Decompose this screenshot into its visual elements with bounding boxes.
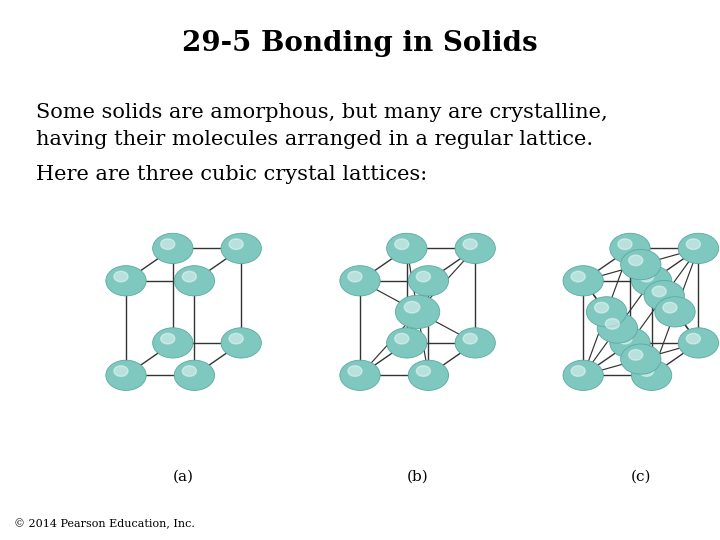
Circle shape [463, 239, 477, 249]
Circle shape [229, 239, 243, 249]
Circle shape [639, 366, 654, 376]
Circle shape [455, 328, 495, 358]
Circle shape [408, 266, 449, 296]
Circle shape [340, 360, 380, 390]
Circle shape [395, 295, 440, 328]
Circle shape [114, 366, 128, 376]
Circle shape [621, 249, 661, 280]
Circle shape [678, 328, 719, 358]
Text: (a): (a) [173, 469, 194, 483]
Circle shape [229, 333, 243, 344]
Circle shape [686, 333, 701, 344]
Circle shape [663, 302, 677, 313]
Circle shape [606, 319, 619, 329]
Text: having their molecules arranged in a regular lattice.: having their molecules arranged in a reg… [36, 130, 593, 148]
Circle shape [571, 271, 585, 282]
Circle shape [387, 328, 427, 358]
Text: (b): (b) [407, 469, 428, 483]
Circle shape [416, 366, 431, 376]
Circle shape [639, 271, 654, 282]
Circle shape [161, 239, 175, 249]
Circle shape [416, 271, 431, 282]
Circle shape [348, 271, 362, 282]
Circle shape [153, 328, 193, 358]
Circle shape [655, 297, 696, 327]
Circle shape [340, 266, 380, 296]
Circle shape [595, 302, 608, 313]
Circle shape [408, 360, 449, 390]
Text: (c): (c) [631, 469, 651, 483]
Circle shape [455, 233, 495, 264]
Circle shape [621, 344, 661, 374]
Circle shape [395, 239, 409, 249]
Circle shape [348, 366, 362, 376]
Circle shape [598, 313, 638, 343]
Circle shape [686, 239, 701, 249]
Circle shape [618, 333, 632, 344]
Circle shape [652, 286, 666, 296]
Circle shape [405, 301, 420, 313]
Circle shape [182, 366, 197, 376]
Circle shape [629, 349, 643, 360]
Circle shape [563, 360, 603, 390]
Text: Here are three cubic crystal lattices:: Here are three cubic crystal lattices: [36, 165, 427, 184]
Text: © 2014 Pearson Education, Inc.: © 2014 Pearson Education, Inc. [14, 518, 195, 529]
Circle shape [174, 266, 215, 296]
Circle shape [571, 366, 585, 376]
Circle shape [395, 333, 409, 344]
Circle shape [644, 281, 685, 311]
Circle shape [563, 266, 603, 296]
Circle shape [678, 233, 719, 264]
Circle shape [106, 266, 146, 296]
Circle shape [182, 271, 197, 282]
Circle shape [106, 360, 146, 390]
Circle shape [221, 233, 261, 264]
Text: Some solids are amorphous, but many are crystalline,: Some solids are amorphous, but many are … [36, 103, 608, 122]
Circle shape [174, 360, 215, 390]
Circle shape [631, 266, 672, 296]
Circle shape [153, 233, 193, 264]
Circle shape [629, 255, 643, 266]
Circle shape [114, 271, 128, 282]
Circle shape [618, 239, 632, 249]
Circle shape [610, 233, 650, 264]
Circle shape [631, 360, 672, 390]
Circle shape [221, 328, 261, 358]
Circle shape [161, 333, 175, 344]
Text: 29-5 Bonding in Solids: 29-5 Bonding in Solids [182, 30, 538, 57]
Circle shape [587, 297, 626, 327]
Circle shape [387, 233, 427, 264]
Circle shape [610, 328, 650, 358]
Circle shape [463, 333, 477, 344]
